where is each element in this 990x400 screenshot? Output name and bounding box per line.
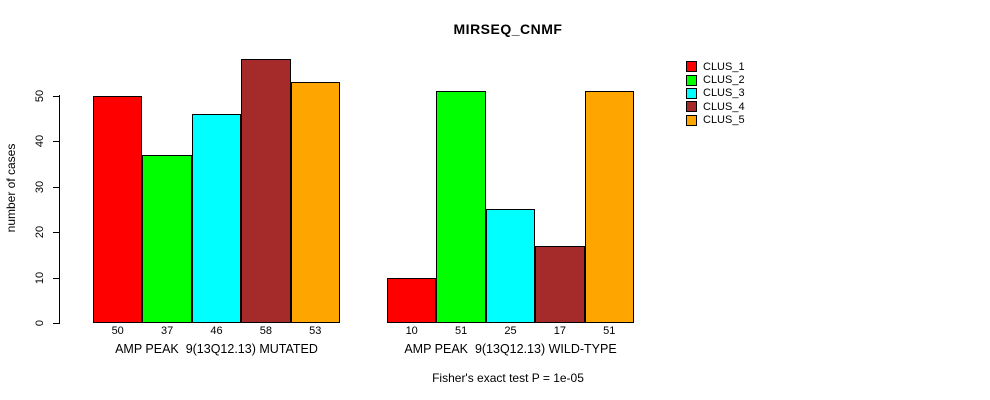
bar (290, 81, 340, 323)
bar (142, 154, 192, 323)
y-tick-label: 50 (34, 89, 46, 102)
y-tick-label: 10 (34, 271, 46, 284)
y-tick-label: 20 (34, 225, 46, 239)
legend-item: CLUS_5 (686, 114, 745, 127)
bar (436, 90, 486, 323)
y-tick-mark (53, 141, 60, 142)
legend-color-swatch (686, 101, 697, 113)
y-tick-mark (53, 277, 60, 279)
y-axis-line (59, 95, 60, 324)
y-tick-label: 0 (34, 319, 46, 327)
legend-item-label: CLUS_3 (703, 87, 745, 100)
legend-item-label: CLUS_2 (703, 74, 745, 87)
bar (93, 95, 143, 323)
legend: CLUS_1 CLUS_2 CLUS_3 CLUS_4 CLUS_5 (686, 60, 745, 127)
bar-value-label: 46 (210, 325, 223, 337)
legend-item: CLUS_3 (686, 87, 745, 100)
legend-item-label: CLUS_1 (703, 60, 745, 73)
x-group-label: AMP PEAK 9(13Q12.13) MUTATED (115, 342, 318, 356)
legend-item: CLUS_1 (686, 60, 745, 73)
legend-item: CLUS_4 (686, 100, 745, 113)
bar-value-label: 25 (504, 325, 517, 337)
legend-color-swatch (686, 87, 697, 99)
x-group-label: AMP PEAK 9(13Q12.13) WILD-TYPE (404, 342, 617, 356)
legend-item-label: CLUS_4 (703, 100, 745, 113)
legend-color-swatch (686, 74, 697, 86)
bar-value-label: 58 (259, 325, 272, 337)
annotation-text: Fisher's exact test P = 1e-05 (432, 371, 584, 385)
bar (485, 209, 536, 323)
y-axis-label: number of cases (4, 143, 18, 233)
legend-color-swatch (686, 61, 697, 73)
bar (191, 113, 242, 323)
bar-value-label: 37 (160, 325, 174, 337)
bar (584, 90, 634, 323)
y-tick-mark (53, 95, 60, 97)
legend-item: CLUS_2 (686, 73, 745, 86)
y-tick-label: 40 (34, 134, 46, 148)
bar (241, 59, 291, 323)
bar-value-label: 10 (405, 325, 418, 337)
bar-value-label: 53 (309, 325, 322, 337)
y-tick-label: 30 (34, 180, 46, 193)
bar-value-label: 51 (603, 325, 616, 337)
chart-title: MIRSEQ_CNMF (453, 21, 563, 37)
y-tick-mark (53, 323, 60, 324)
bar (387, 277, 437, 323)
bar-value-label: 17 (553, 325, 566, 337)
legend-item-label: CLUS_5 (703, 114, 745, 127)
bar (535, 245, 585, 323)
legend-color-swatch (686, 114, 697, 126)
y-tick-mark (53, 232, 60, 233)
y-tick-mark (53, 186, 60, 188)
bar-value-label: 50 (111, 325, 124, 337)
bar-value-label: 51 (454, 325, 468, 337)
